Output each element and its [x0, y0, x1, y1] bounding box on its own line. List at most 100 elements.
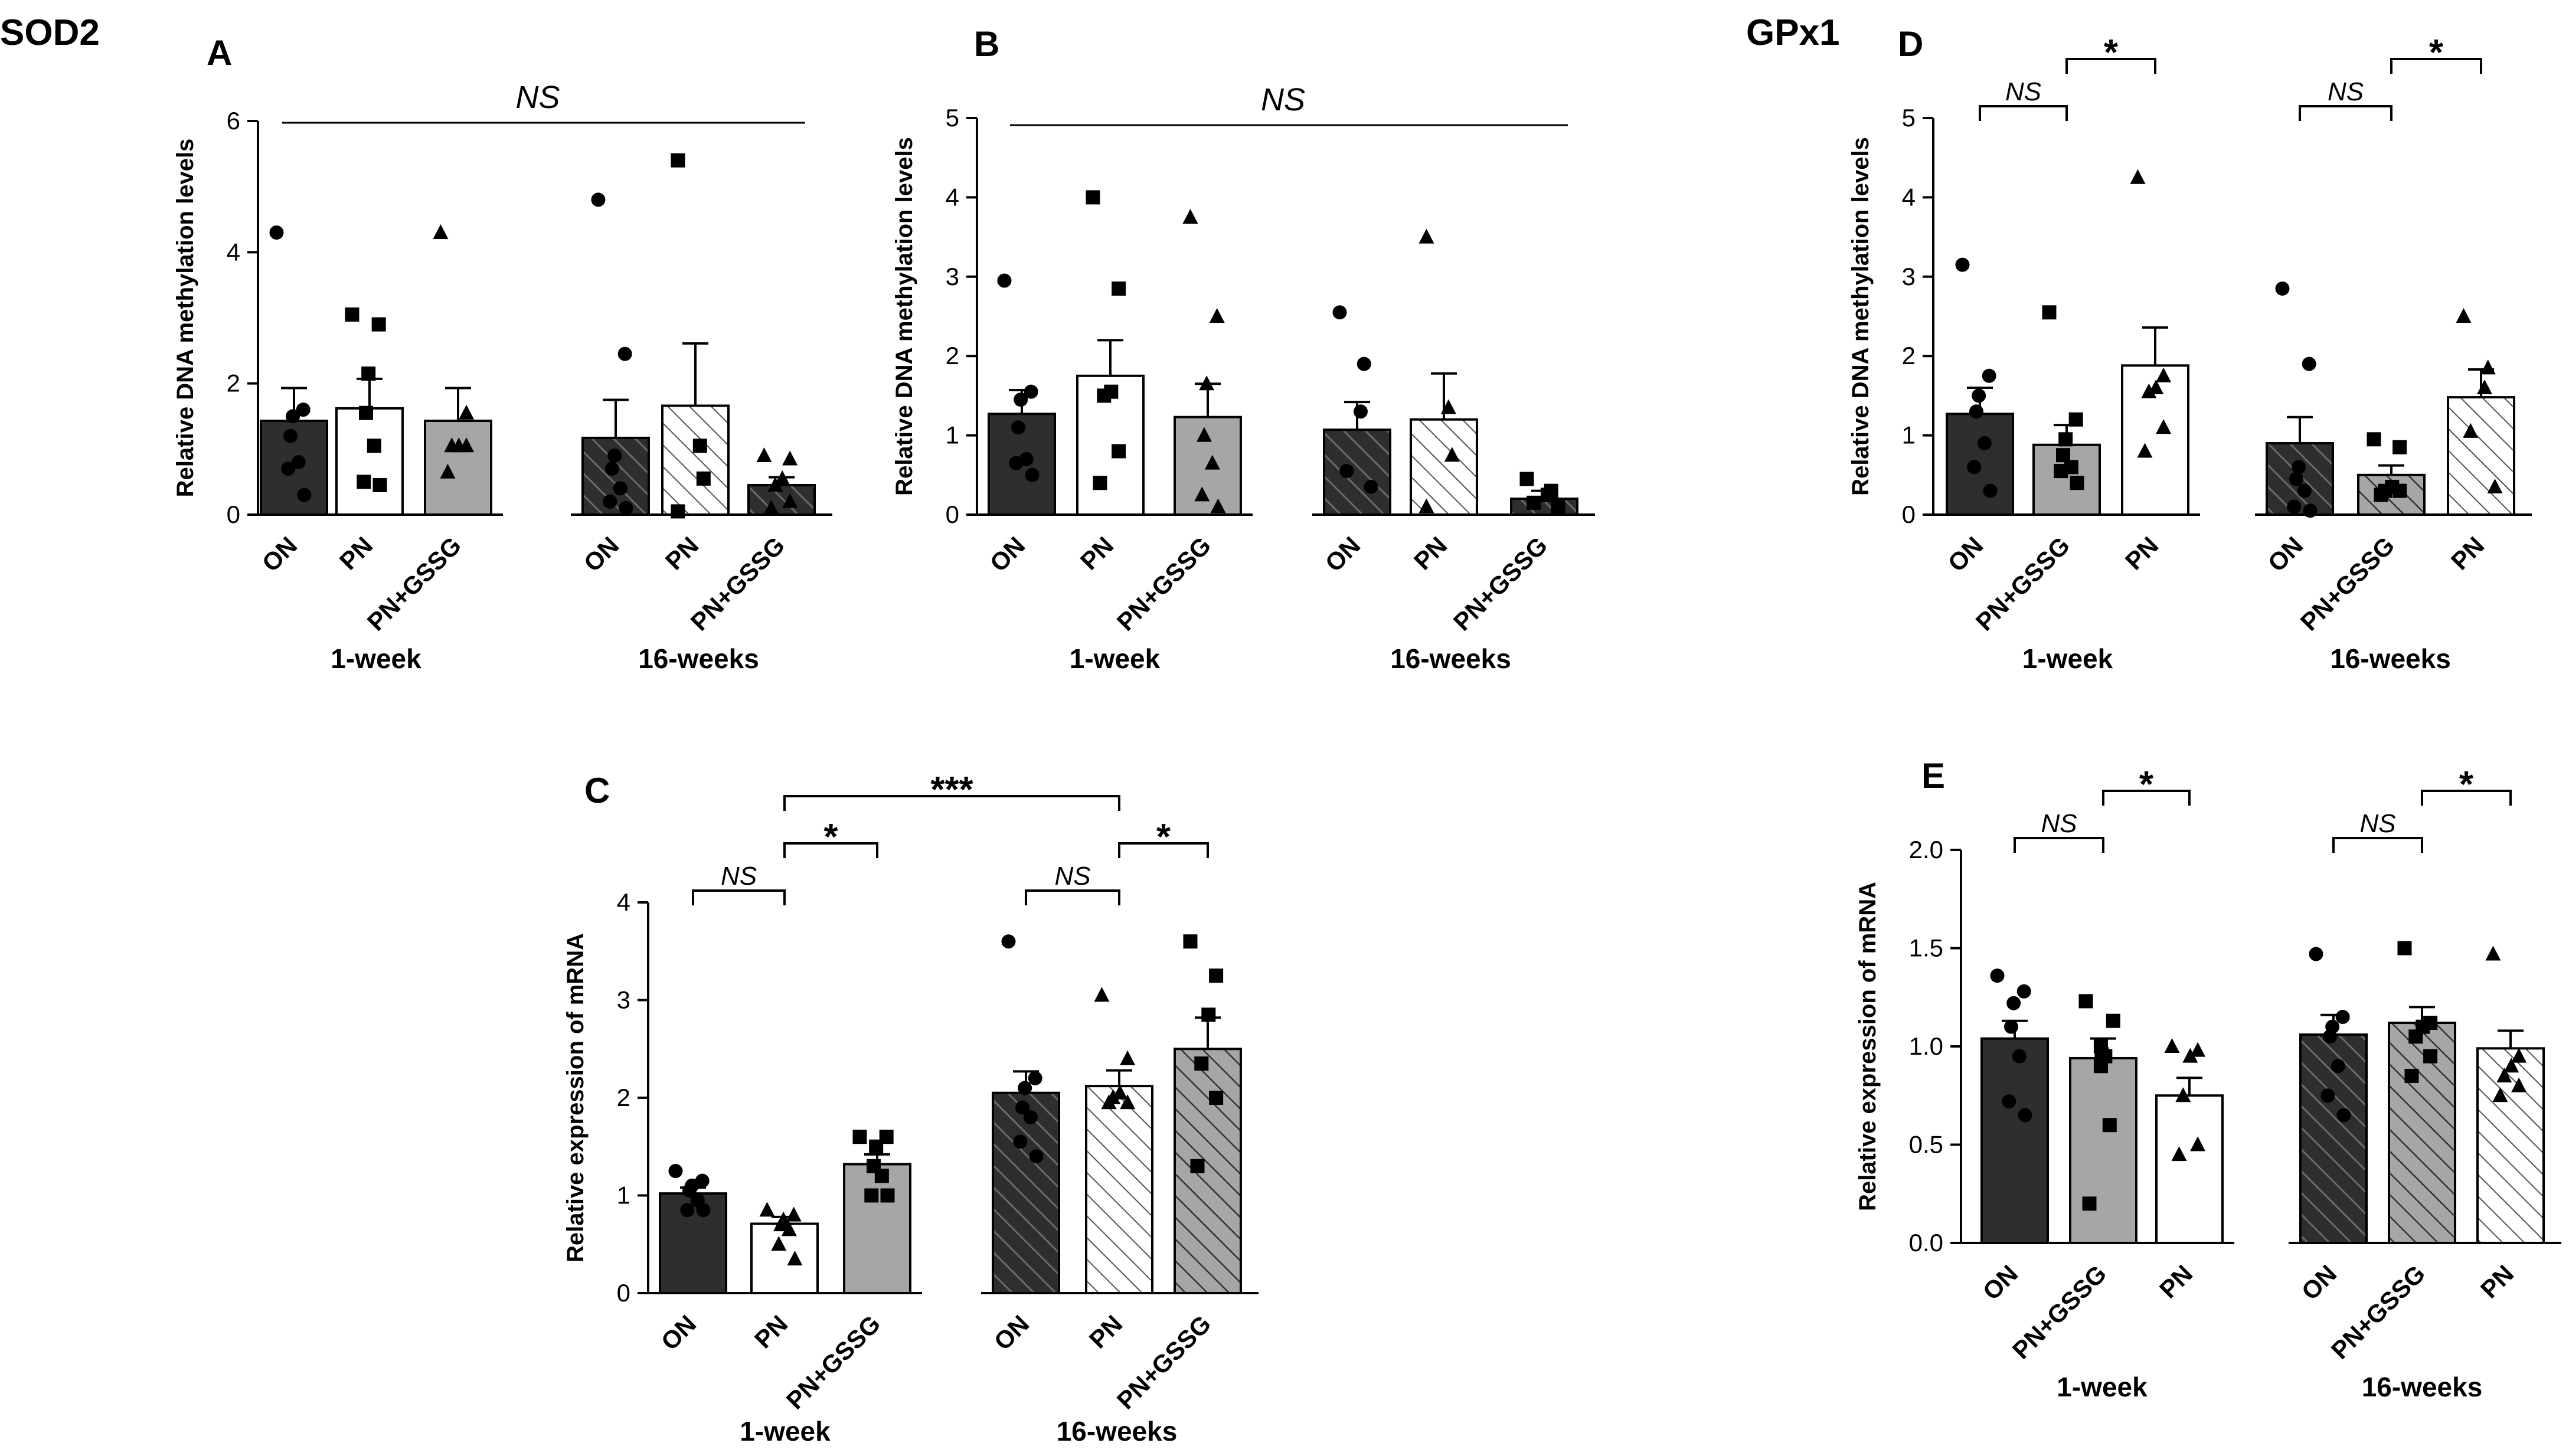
significance-label: *: [2429, 32, 2444, 73]
data-point: [1093, 476, 1107, 490]
x-tick-label: PN: [1084, 1310, 1128, 1354]
data-point: [2078, 994, 2093, 1009]
data-point: [1969, 404, 1983, 419]
significance-bracket: [2014, 837, 2104, 853]
bar: [2155, 1094, 2224, 1244]
data-point: [869, 1139, 884, 1154]
significance-bracket: [2299, 105, 2392, 121]
data-point: [1990, 969, 2005, 983]
data-point: [1210, 498, 1226, 513]
y-tick-label: 0: [946, 500, 959, 528]
data-point: [1339, 464, 1354, 479]
y-tick-label: 3: [946, 263, 959, 290]
bar: [1174, 1048, 1242, 1294]
data-point: [603, 494, 617, 509]
data-point: [2175, 1087, 2191, 1102]
data-point: [1444, 447, 1460, 462]
data-point: [1519, 472, 1534, 486]
x-tick-label: PN+GSSG: [362, 531, 467, 636]
bar: [2069, 1056, 2137, 1244]
data-point: [864, 1188, 879, 1203]
data-point: [763, 499, 779, 515]
data-point: [1551, 499, 1565, 514]
x-tick-label: PN: [749, 1310, 793, 1354]
data-point: [371, 317, 386, 332]
data-point: [2423, 1049, 2438, 1064]
data-point: [1982, 368, 1996, 383]
data-point: [2042, 305, 2057, 320]
data-point: [1112, 281, 1126, 296]
data-point: [1977, 436, 1992, 451]
y-tick-label: 2: [1902, 342, 1916, 369]
data-point: [2463, 423, 2479, 438]
x-tick-label: PN+GSSG: [1448, 531, 1553, 636]
significance-label: *: [823, 817, 838, 858]
data-point: [1182, 209, 1198, 224]
data-point: [1001, 934, 1016, 949]
data-point: [2302, 356, 2316, 371]
x-tick-label: ON: [2263, 531, 2309, 577]
data-point: [283, 428, 298, 443]
data-point: [2309, 947, 2323, 961]
data-point: [2190, 1042, 2206, 1057]
data-point: [1955, 257, 1970, 272]
data-point: [1024, 384, 1038, 399]
data-point: [2492, 1087, 2508, 1102]
data-point: [2018, 1108, 2032, 1123]
data-point: [1018, 1081, 1032, 1095]
data-point: [668, 1164, 683, 1179]
data-point: [1112, 1084, 1128, 1100]
data-point: [997, 273, 1012, 288]
data-point: [2292, 460, 2306, 475]
y-tick-label: 4: [227, 238, 240, 266]
bar: [335, 407, 404, 516]
significance-bracket: [2332, 837, 2423, 853]
data-point: [692, 439, 707, 453]
data-point: [1194, 486, 1210, 502]
y-tick-label: 2: [227, 369, 240, 397]
data-point: [297, 487, 312, 502]
data-point: [605, 462, 619, 476]
data-point: [2070, 476, 2084, 490]
data-point: [756, 447, 772, 462]
data-point: [345, 307, 359, 322]
data-point: [281, 462, 296, 476]
group-label: 1-week: [1070, 643, 1161, 674]
panel-e: E 0.0 0.5 1.0 1.5 2.0 Relative expression of m…: [1855, 756, 2561, 1402]
x-tick-label: ON: [2296, 1259, 2342, 1306]
data-point: [1190, 1159, 1205, 1173]
bar: [661, 404, 730, 516]
data-point: [2164, 1038, 2180, 1053]
data-point: [286, 409, 300, 424]
data-point: [2367, 432, 2381, 447]
panel-letter: A: [207, 33, 232, 73]
data-point: [291, 455, 306, 470]
y-tick-label: 1: [1902, 421, 1916, 449]
data-point: [591, 192, 606, 207]
group-label: 1-week: [331, 643, 421, 674]
data-point: [1086, 190, 1100, 205]
data-point: [781, 1221, 797, 1236]
y-tick-label: 3: [617, 986, 630, 1014]
significance-label: NS: [2005, 77, 2041, 106]
significance-label: NS: [1054, 862, 1090, 891]
y-tick-label: 0.5: [1909, 1131, 1943, 1159]
x-tick-label: PN+GSSG: [685, 531, 790, 636]
significance-bracket: [2390, 58, 2482, 74]
data-point: [1541, 487, 1555, 502]
bar: [2476, 1047, 2545, 1244]
data-point: [2156, 367, 2172, 382]
gene-label-gpx1: GPx1: [1746, 12, 1840, 53]
y-axis-label: Relative expression of mRNA: [1855, 882, 1881, 1211]
data-point: [1120, 1094, 1136, 1110]
panel-letter: E: [1921, 756, 1945, 796]
x-tick-label: PN+GSSG: [1112, 531, 1217, 636]
data-point: [2275, 281, 2290, 296]
data-point: [2171, 1146, 2187, 1161]
data-point: [2297, 483, 2312, 498]
data-point: [2408, 1029, 2423, 1044]
x-tick-label: ON: [1943, 531, 1989, 577]
data-point: [767, 476, 783, 492]
bar: [1980, 1037, 2049, 1245]
y-tick-label: 5: [1902, 104, 1916, 132]
